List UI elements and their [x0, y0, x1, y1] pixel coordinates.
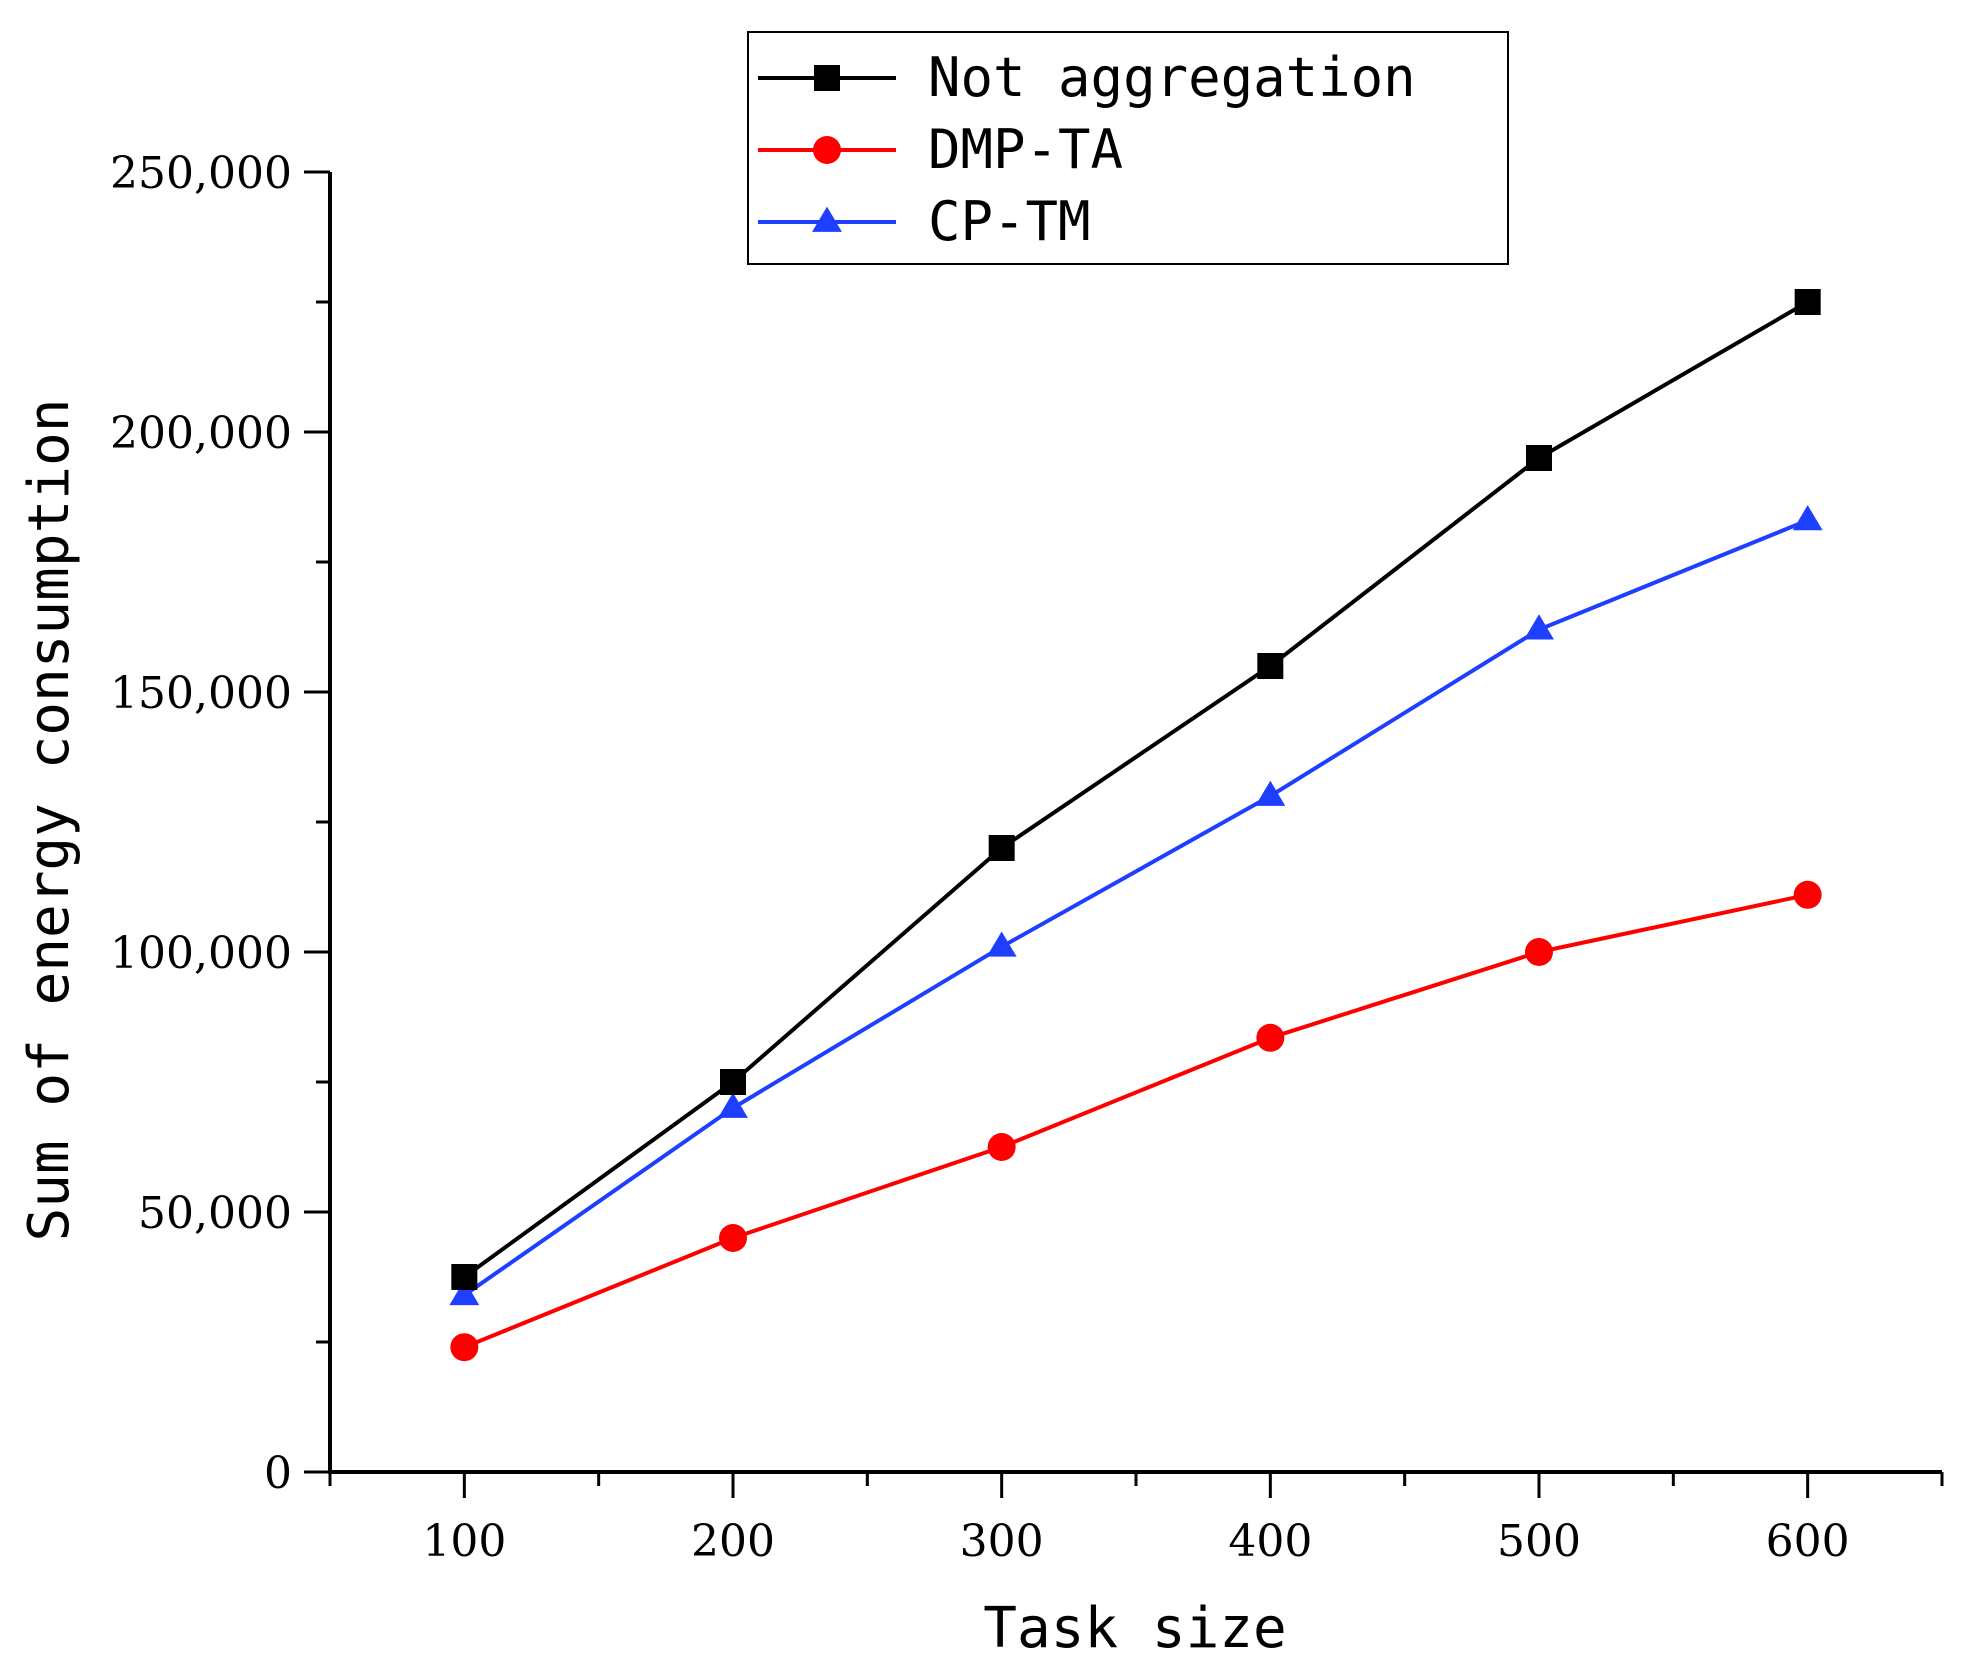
x-tick-label: 300 [960, 1516, 1044, 1567]
y-tick-label: 100,000 [110, 928, 292, 979]
series-cp-tm [449, 505, 1823, 1306]
data-point-not-aggregation [988, 835, 1015, 861]
series-layer [449, 289, 1823, 1362]
axes: 0 50,000 100,000 150,000 200,000 250,000 100 20… [110, 148, 1944, 1567]
x-tick-label: 400 [1228, 1516, 1312, 1567]
data-point-cp-tm [1255, 780, 1286, 806]
data-point-dmp-ta [1256, 1023, 1285, 1052]
legend: Not aggregation DMP-TA CP-TM [747, 31, 1509, 265]
data-point-cp-tm [986, 931, 1017, 957]
legend-item-cp-tm: CP-TM [758, 190, 1091, 253]
data-point-dmp-ta [1525, 938, 1553, 966]
y-tick-label: 200,000 [110, 408, 292, 459]
legend-item-not-aggregation: Not aggregation [758, 46, 1416, 109]
x-tick-label: 500 [1497, 1516, 1581, 1567]
data-point-dmp-ta [450, 1333, 479, 1362]
data-point-cp-tm [1792, 505, 1823, 531]
legend-marker-not-aggregation [814, 65, 840, 91]
legend-marker-dmp-ta [813, 136, 841, 164]
legend-marker-cp-tm [812, 206, 842, 232]
data-point-not-aggregation [451, 1264, 478, 1290]
legend-label-cp-tm: CP-TM [928, 190, 1091, 253]
data-point-not-aggregation [1526, 445, 1552, 471]
series-dmp-ta [450, 880, 1822, 1362]
x-tick-label: 600 [1766, 1516, 1850, 1567]
series-line-cp-tm [463, 518, 1809, 1297]
data-point-dmp-ta [719, 1224, 747, 1252]
data-point-not-aggregation [1257, 653, 1284, 679]
legend-label-dmp-ta: DMP-TA [928, 118, 1123, 181]
series-line-not-aggregation [463, 300, 1809, 1279]
data-point-cp-tm [1524, 614, 1554, 640]
y-tick-label: 150,000 [110, 668, 292, 719]
data-point-dmp-ta [1793, 880, 1822, 909]
data-point-not-aggregation [720, 1069, 746, 1095]
data-point-cp-tm [718, 1092, 748, 1118]
x-tick-label: 200 [691, 1516, 775, 1567]
legend-item-dmp-ta: DMP-TA [758, 118, 1123, 181]
y-tick-label: 250,000 [110, 148, 292, 199]
data-point-cp-tm [449, 1279, 480, 1306]
series-not-aggregation [451, 289, 1821, 1290]
series-line-dmp-ta [463, 892, 1809, 1350]
y-axis-title: Sum of energy consumption [17, 399, 82, 1242]
x-axis-title: Task size [983, 1596, 1286, 1661]
data-point-not-aggregation [1794, 289, 1821, 315]
legend-label-not-aggregation: Not aggregation [928, 46, 1416, 109]
data-point-dmp-ta [987, 1133, 1016, 1161]
y-tick-label: 50,000 [138, 1188, 292, 1239]
y-tick-label: 0 [264, 1448, 292, 1499]
x-tick-label: 100 [422, 1516, 506, 1567]
